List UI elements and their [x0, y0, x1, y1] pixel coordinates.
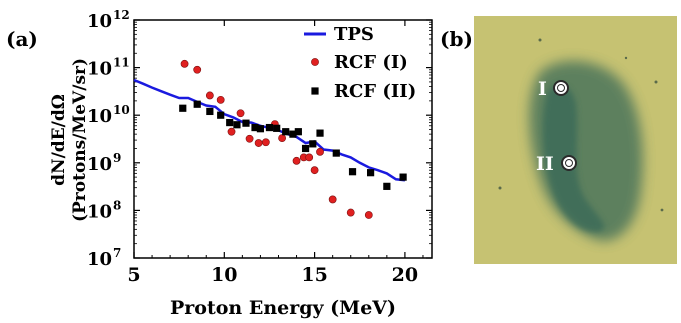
plot-frame	[133, 19, 433, 259]
y-axis-label-line1: dN/dE/dΩ	[49, 94, 69, 186]
rcf-image-panel: I II	[474, 16, 677, 264]
x-tick-label: 5	[127, 264, 140, 286]
rcf-ii-point	[348, 168, 357, 176]
rcf-i-point	[216, 95, 225, 104]
rcf-ii-point	[251, 123, 259, 132]
y-tick-exponent: 7	[113, 246, 121, 260]
y-tick-label: 10	[87, 106, 112, 127]
rcf-ii-point	[217, 111, 225, 119]
rcf-i-point	[227, 127, 236, 136]
marker-I: I	[538, 78, 569, 100]
rcf-i-point	[278, 134, 286, 143]
rcf-i-point	[328, 195, 337, 204]
y-axis-label-line2: (Protons/MeV/sr)	[70, 58, 90, 222]
y-tick-exponent: 9	[113, 151, 121, 165]
rcf-i-point	[236, 109, 245, 118]
rcf-i-point	[254, 139, 263, 147]
rcf-ii-point	[332, 149, 340, 157]
rcf-ii-point	[179, 104, 187, 112]
series-rcf-i	[180, 59, 373, 219]
rcf-ii-point	[399, 173, 407, 181]
rcf-ii-point	[289, 130, 297, 138]
legend-rcf-ii-swatch	[311, 87, 319, 95]
rcf-i-point	[292, 156, 301, 165]
rcf-ii-point	[265, 123, 274, 132]
rcf-ii-point	[242, 119, 250, 127]
series-rcf-ii	[179, 100, 407, 190]
rcf-i-point	[193, 65, 202, 74]
panel-label-a: (a)	[6, 27, 38, 51]
legend-label: RCF (II)	[334, 81, 416, 102]
rcf-i-point	[346, 208, 355, 217]
rcf-ii-point	[206, 107, 214, 116]
rcf-i-point	[205, 91, 214, 100]
rcf-ii-point	[309, 140, 317, 148]
y-tick-label: 10	[87, 11, 112, 32]
legend: TPS RCF (I) RCF (II)	[304, 24, 416, 102]
y-tick-label: 10	[87, 59, 112, 80]
film-speck	[538, 38, 542, 42]
x-tick-label: 15	[301, 264, 327, 286]
rcf-i-point	[261, 138, 270, 147]
x-tick-label: 20	[392, 264, 418, 286]
rcf-ii-point	[301, 144, 310, 153]
rcf-ii-point	[366, 169, 375, 177]
legend-label: TPS	[334, 24, 374, 45]
x-tick-label: 10	[211, 264, 237, 286]
rcf-ii-point	[316, 129, 324, 137]
rcf-ii-point	[193, 100, 201, 108]
y-tick-exponent: 12	[113, 8, 130, 22]
film-speck	[624, 56, 628, 60]
marker-label-I: I	[538, 78, 547, 100]
marker-II: II	[536, 153, 577, 175]
legend-label: RCF (I)	[334, 52, 408, 73]
rcf-ii-point	[226, 118, 234, 127]
rcf-i-point	[305, 153, 314, 162]
y-tick-label: 10	[87, 154, 112, 175]
y-tick-label: 10	[87, 201, 112, 222]
rcf-ii-point	[273, 124, 281, 132]
rcf-ii-point	[282, 128, 290, 136]
y-tick-label: 10	[87, 249, 112, 270]
rcf-ii-point	[383, 182, 391, 190]
film-speck	[660, 208, 664, 212]
panel-label-b: (b)	[440, 27, 473, 51]
y-tick-exponent: 8	[113, 198, 121, 212]
rcf-i-point	[310, 166, 319, 175]
rcf-ii-point	[294, 128, 302, 136]
x-axis-label: Proton Energy (MeV)	[170, 297, 396, 319]
rcf-i-point	[180, 59, 189, 68]
rcf-i-point	[245, 134, 254, 143]
legend-rcf-i-swatch	[311, 58, 319, 66]
rcf-ii-point	[233, 121, 241, 129]
film-speck	[498, 186, 502, 190]
rcf-ii-point	[256, 125, 265, 133]
rcf-i-point	[316, 147, 324, 156]
rcf-i-point	[364, 211, 373, 219]
y-tick-exponent: 10	[113, 103, 130, 117]
y-tick-exponent: 11	[113, 56, 130, 70]
marker-label-II: II	[536, 153, 554, 175]
film-speck	[654, 80, 658, 84]
